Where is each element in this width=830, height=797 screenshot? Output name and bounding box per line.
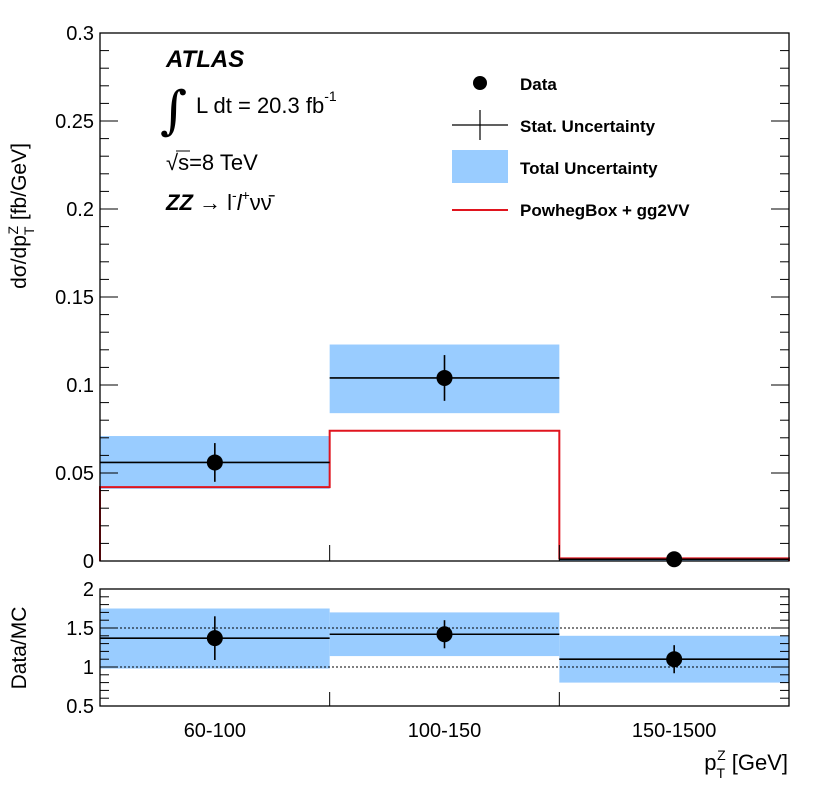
x-category-label-60-100: 60-100 xyxy=(184,720,246,742)
x-axis-label: pTZ [GeV] xyxy=(704,747,788,781)
legend-prediction-label: PowhegBox + gg2VV xyxy=(520,201,690,220)
x-category-label-100-150: 100-150 xyxy=(408,720,481,742)
ratio-data-point-150-1500 xyxy=(666,651,683,668)
ratio-data-point-60-100 xyxy=(206,630,223,647)
main-ytick-label-0.3: 0.3 xyxy=(66,23,94,45)
legend-stat-label: Stat. Uncertainty xyxy=(520,117,656,136)
ratio-data-point-100-150 xyxy=(436,626,453,643)
main-ytick-label-0.25: 0.25 xyxy=(55,111,94,133)
integral-sign: ∫ xyxy=(160,81,187,141)
ratio-ytick-label-1.5: 1.5 xyxy=(66,618,94,640)
main-ytick-label-0: 0 xyxy=(83,551,94,573)
main-y-ticks: 0 0.05 0.1 0.15 0.2 0.25 0.3 xyxy=(55,23,789,573)
main-data-point-100-150 xyxy=(436,369,453,386)
main-data-points xyxy=(100,355,789,568)
ratio-ytick-label-0.5: 0.5 xyxy=(66,696,94,718)
main-ytick-label-0.2: 0.2 xyxy=(66,199,94,221)
legend-total-swatch xyxy=(452,150,508,183)
ratio-ytick-label-1: 1 xyxy=(83,657,94,679)
prediction-line xyxy=(99,429,790,561)
x-category-label-150-1500: 150-1500 xyxy=(632,720,717,742)
legend: Data Stat. Uncertainty Total Uncertainty… xyxy=(452,75,690,220)
main-y-axis-label: dσ/dpTZ [fb/GeV] xyxy=(5,143,37,289)
main-data-point-60-100 xyxy=(206,454,223,471)
ratio-y-ticks: 0.5 1 1.5 2 xyxy=(66,579,789,718)
ratio-data-points xyxy=(100,616,789,674)
main-ytick-label-0.15: 0.15 xyxy=(55,287,94,309)
main-data-point-150-1500 xyxy=(666,551,683,568)
ratio-ytick-label-2: 2 xyxy=(83,579,94,601)
ratio-x-ticks: 60-100 100-150 150-1500 xyxy=(99,692,790,742)
legend-data-marker xyxy=(473,76,487,90)
main-ytick-label-0.05: 0.05 xyxy=(55,463,94,485)
legend-total-label: Total Uncertainty xyxy=(520,159,658,178)
process-label: ZZ → l-l+νν̄ xyxy=(165,187,275,215)
ratio-y-axis-label: Data/MC xyxy=(8,607,31,690)
main-panel: 0 0.05 0.1 0.15 0.2 0.25 0.3 xyxy=(55,23,790,573)
ratio-frame xyxy=(99,588,790,707)
prediction-histogram xyxy=(99,429,790,561)
main-x-ticks xyxy=(99,545,790,561)
ratio-panel: 0.5 1 1.5 2 60-100 100-150 150-1500 xyxy=(66,579,790,742)
main-ytick-label-0.1: 0.1 xyxy=(66,375,94,397)
experiment-label: ATLAS xyxy=(165,46,244,73)
luminosity-label: L dt = 20.3 fb-1 xyxy=(196,88,337,118)
legend-data-label: Data xyxy=(520,75,557,94)
energy-label: √s=8 TeV xyxy=(166,150,258,175)
